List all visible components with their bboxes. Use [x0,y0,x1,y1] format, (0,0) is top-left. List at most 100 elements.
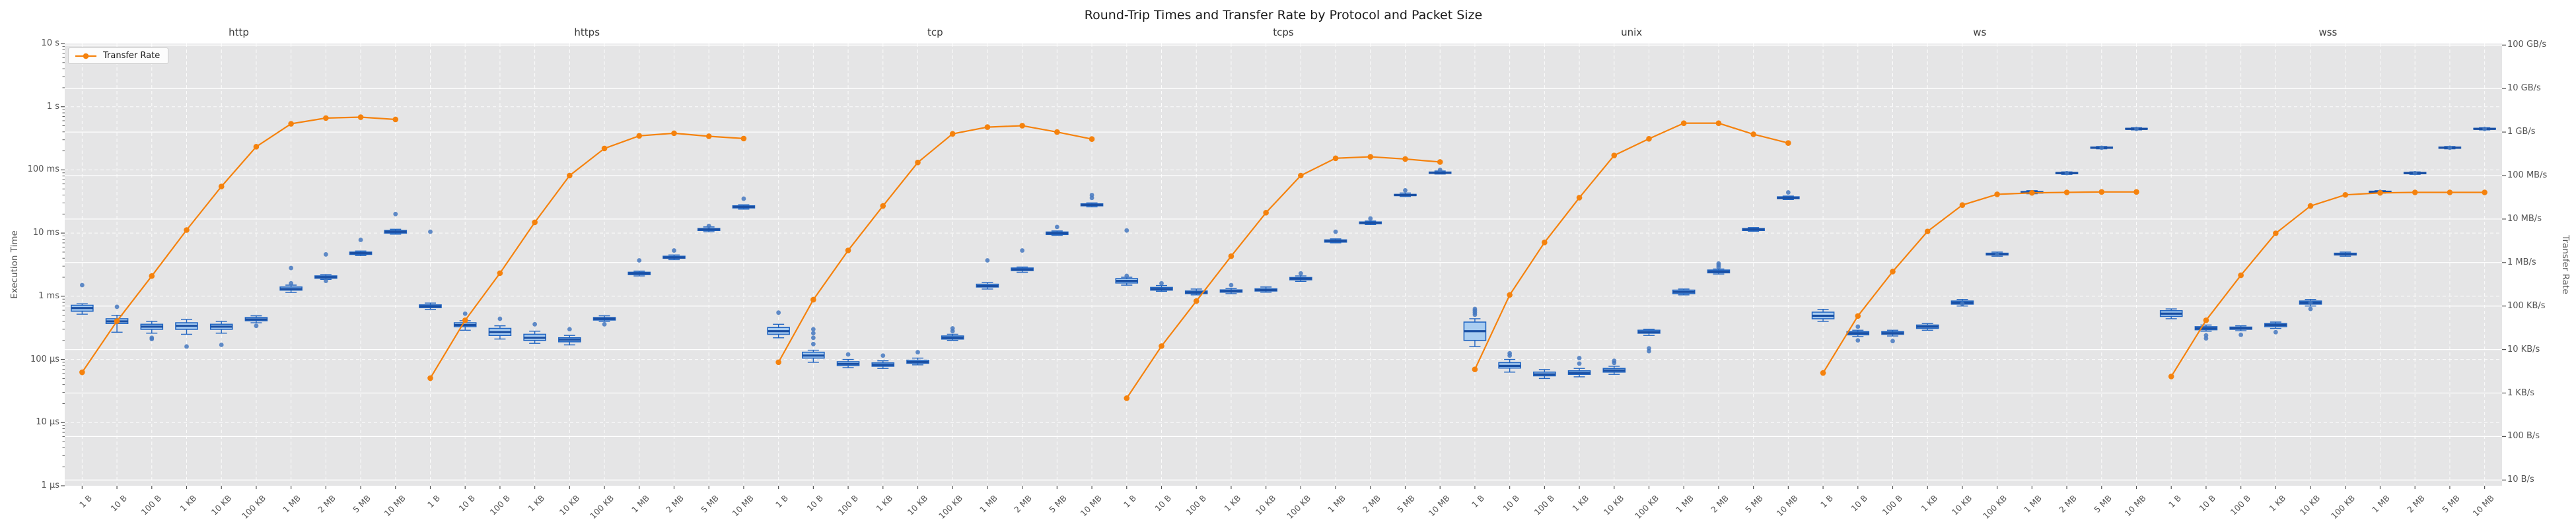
boxplot-ws-2 MB [2055,170,2079,176]
right-axis-label: Transfer Rate [2560,235,2571,294]
boxplot-tcp-10 MB [1080,193,1104,208]
transfer-rate-marker [601,145,608,152]
outlier-point [79,282,85,288]
transfer-rate-marker [2168,374,2174,380]
transfer-rate-marker [532,219,538,226]
boxplot-ws-10 KB [1950,299,1974,307]
outlier-point [289,280,294,286]
boxplot-ws-5 MB [2090,145,2114,150]
transfer-rate-marker [253,144,260,150]
transfer-rate-marker [79,369,85,376]
boxplot-wss-1 B [2159,308,2183,319]
panel-title-ws: ws [1973,26,1987,38]
transfer-rate-marker [2377,189,2383,196]
transfer-rate-marker [705,133,712,139]
outlier-point [532,321,538,327]
left-axis-tick-label: 10 µs [36,417,59,428]
transfer-rate-marker [1611,152,1618,158]
right-axis-tick-label: 1 MB/s [2507,257,2536,267]
transfer-rate-marker [2342,191,2349,198]
transfer-rate-marker [949,131,956,137]
legend: Transfer Rate [68,48,169,64]
outlier-point [2099,145,2104,150]
panel-wss [2159,126,2496,380]
left-axis-tick-label: 1 ms [38,290,59,301]
transfer-rate-marker [1959,202,1966,208]
outlier-point [1089,195,1094,201]
transfer-rate-line-wss [2170,191,2485,378]
right-axis-tick-label: 100 KB/s [2507,300,2546,311]
left-axis-tick-label: 1 s [46,101,59,112]
panel-ws [1811,126,2148,376]
boxplot-https-10 MB [732,196,756,210]
transfer-rate-marker [1437,159,1443,165]
transfer-rate-marker [845,248,851,253]
transfer-rate-marker [1680,120,1687,126]
right-axis-tick-label: 10 KB/s [2507,344,2540,354]
outlier-point [776,310,781,315]
left-axis-tick-label: 1 µs [41,480,59,490]
boxplot-https-10 KB [558,327,581,346]
outlier-point [567,327,572,332]
outlier-point [289,265,294,271]
boxplot-tcp-10 KB [906,350,929,366]
transfer-rate-line-https [429,132,744,379]
transfer-rate-marker [2098,189,2105,195]
boxplot-tcps-1 KB [1219,282,1243,294]
outlier-point [1159,280,1164,286]
left-axis-tick-label: 100 ms [27,164,59,175]
transfer-rate-marker [567,172,573,179]
boxplot-tcp-100 KB [941,326,964,341]
transfer-rate-marker [671,130,677,137]
outlier-point [810,335,816,341]
transfer-rate-marker [1193,298,1199,304]
outlier-point [2308,300,2313,306]
transfer-rate-marker [1715,120,1722,126]
boxplot-http-5 MB [349,238,373,256]
right-axis-tick-label: 1 KB/s [2507,387,2534,398]
outlier-point [1855,324,1861,329]
transfer-rate-marker [2029,189,2035,196]
boxplot-tcps-100 KB [1289,271,1312,282]
boxplot-https-1 MB [627,258,651,277]
outlier-point [149,337,155,342]
outlier-point [184,344,189,349]
panel-title-tcp: tcp [927,26,943,38]
outlier-point [1507,353,1513,358]
boxplot-http-1 MB [279,265,303,293]
outlier-point [1298,271,1303,276]
boxplot-wss-10 B [2194,324,2218,341]
right-axis-tick-label: 100 B/s [2507,431,2540,442]
outlier-point [2064,170,2069,176]
transfer-rate-marker [2238,272,2244,279]
outlier-point [950,329,955,334]
transfer-rate-marker [497,270,503,277]
outlier-point [358,238,363,242]
boxplot-tcp-100 B [836,352,860,368]
transfer-rate-marker [1228,253,1234,259]
boxplot-unix-10 KB [1602,358,1626,375]
transfer-rate-line-ws [1822,191,2137,374]
transfer-rate-marker [1263,209,1269,216]
outlier-point [637,258,642,263]
boxplot-ws-1 B [1811,309,1835,322]
outlier-point [602,321,607,327]
outlier-point [1612,360,1617,366]
transfer-rate-marker [1820,370,1826,376]
boxplot-http-10 KB [209,321,233,347]
transfer-rate-marker [288,121,294,127]
outlier-point [1577,361,1582,366]
boxplot-wss-100 KB [2334,251,2357,257]
boxplot-https-1 B [419,229,442,310]
outlier-point [1020,248,1025,253]
transfer-rate-line-unix [1474,122,1789,370]
outlier-point [323,252,328,257]
boxplot-ws-1 KB [1915,323,1939,331]
transfer-rate-marker [915,159,921,166]
transfer-rate-marker [462,317,468,323]
plot-background [65,44,2502,486]
boxplot-http-1 B [71,282,94,315]
boxplot-wss-1 KB [2264,321,2287,335]
boxplot-https-100 KB [592,315,616,327]
outlier-point [497,316,503,321]
